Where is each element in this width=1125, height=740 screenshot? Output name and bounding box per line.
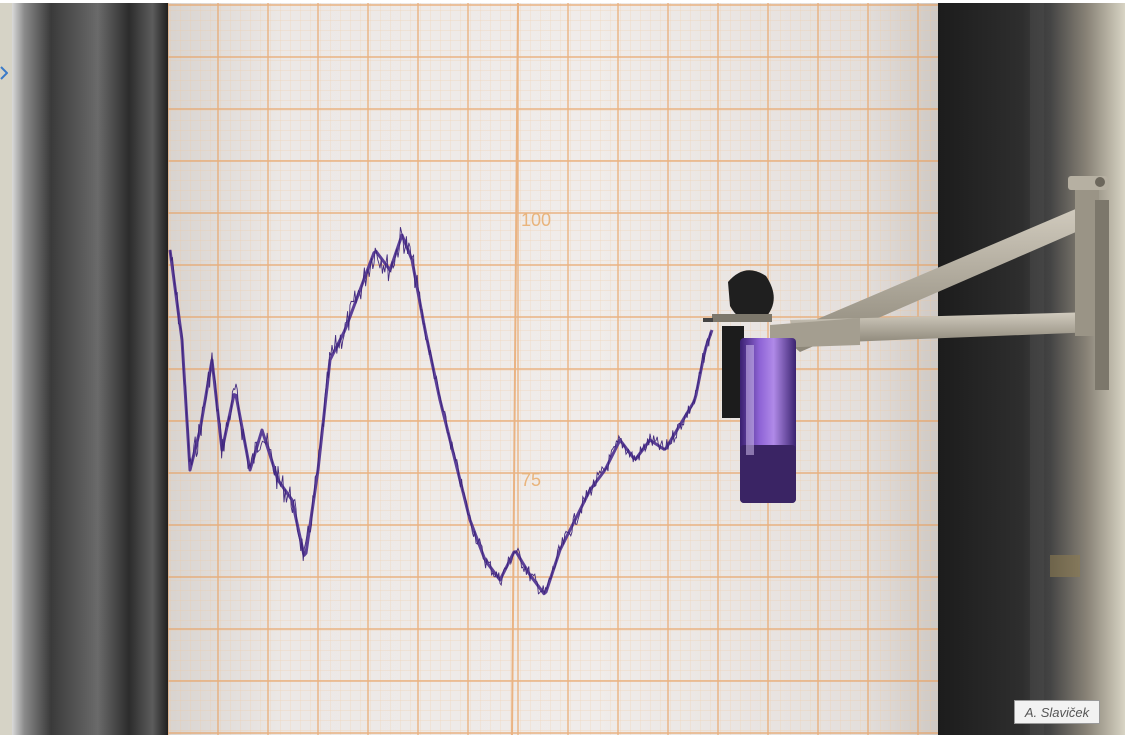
corner-arrow-icon bbox=[0, 66, 8, 80]
pen-rubber-cap bbox=[728, 270, 774, 322]
pen-clip bbox=[722, 326, 744, 418]
photo-credit: A. Slaviček bbox=[1014, 700, 1100, 724]
chart-label-75: 75 bbox=[521, 470, 541, 490]
frame-bracket bbox=[1050, 555, 1080, 577]
seismic-trace-noise bbox=[169, 227, 712, 595]
photo-credit-text: A. Slaviček bbox=[1024, 704, 1090, 720]
pen-arm bbox=[770, 176, 1109, 390]
chart-label-100: 100 bbox=[521, 210, 551, 230]
left-drum-frame bbox=[12, 0, 168, 735]
recording-paper bbox=[168, 0, 938, 735]
ink-pen bbox=[703, 270, 796, 503]
